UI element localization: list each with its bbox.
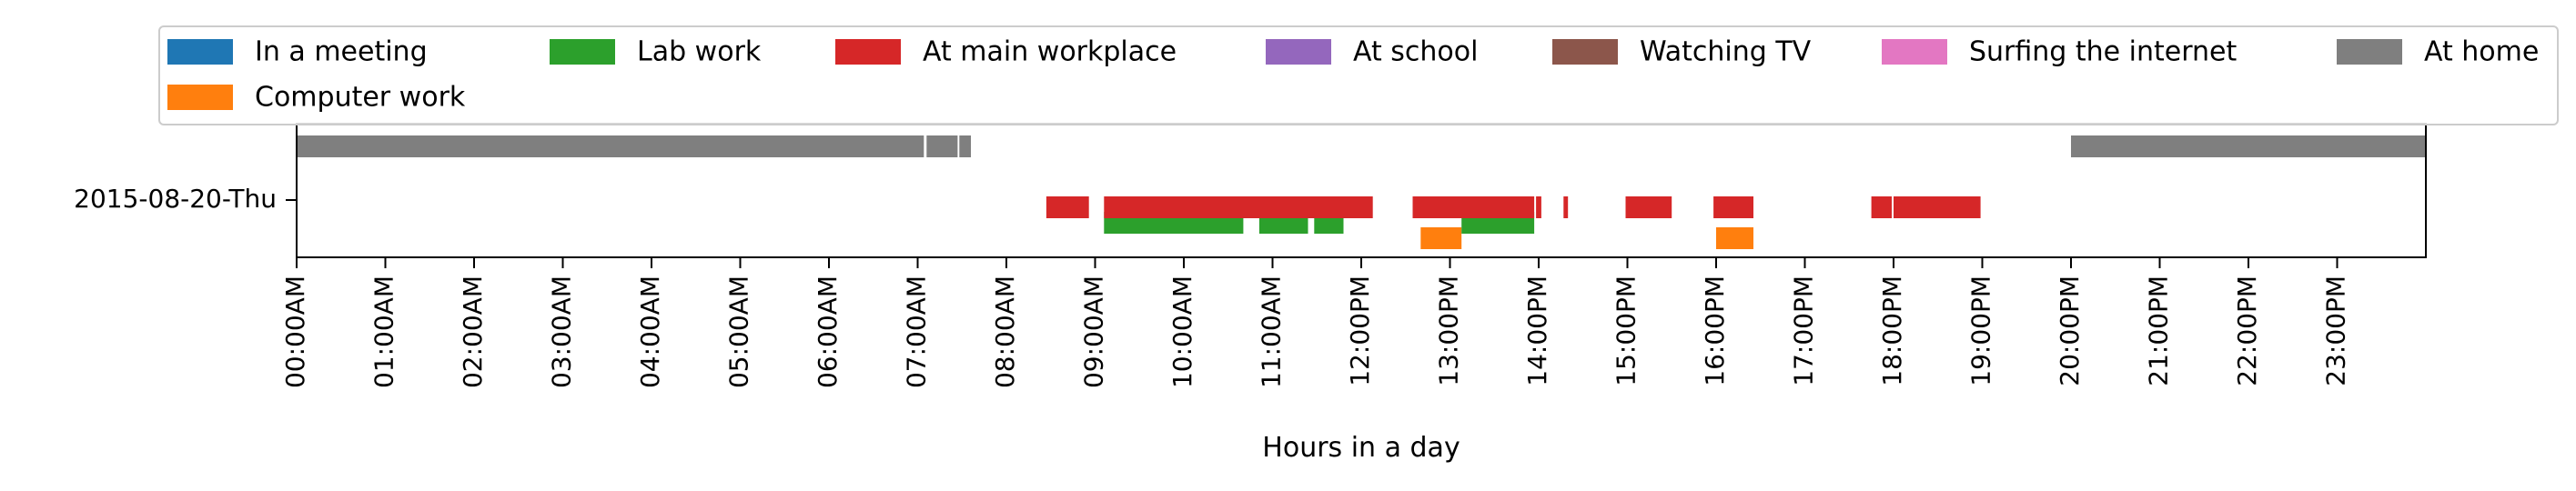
- x-tick-label: 10:00AM: [1167, 276, 1197, 388]
- legend-swatch: [167, 39, 233, 65]
- x-tick-label: 15:00PM: [1611, 276, 1642, 386]
- x-tick-label: 13:00PM: [1434, 276, 1464, 386]
- x-tick-label: 16:00PM: [1700, 276, 1730, 386]
- x-tick-label: 06:00AM: [813, 276, 843, 388]
- legend-label: At home: [2424, 36, 2539, 68]
- x-tick-label: 21:00PM: [2144, 276, 2174, 386]
- legend-item-at-home: At home: [2337, 36, 2539, 68]
- x-tick-label: 22:00PM: [2232, 276, 2262, 386]
- legend-label: In a meeting: [255, 36, 428, 68]
- x-tick-label: 23:00PM: [2321, 276, 2351, 386]
- x-tick-label: 19:00PM: [1966, 276, 1996, 386]
- legend-swatch: [167, 85, 233, 110]
- x-tick-label: 07:00AM: [902, 276, 932, 388]
- bar-at-home: [297, 135, 924, 157]
- bar-at-home: [2071, 135, 2426, 157]
- legend-item-watching-tv: Watching TV: [1552, 36, 1812, 68]
- legend-item-lab-work: Lab work: [550, 36, 762, 68]
- x-tick-label: 05:00AM: [724, 276, 754, 388]
- bar-at-main-workplace: [1894, 196, 1981, 218]
- bar-computer-work: [1420, 227, 1462, 249]
- bar-at-main-workplace: [1046, 196, 1089, 218]
- legend-item-at-main-workplace: At main workplace: [835, 36, 1177, 68]
- bar-computer-work: [1716, 227, 1753, 249]
- legend: In a meeting Computer work Lab work At main…: [158, 25, 2559, 125]
- legend-label: At main workplace: [923, 36, 1177, 68]
- legend-item-computer-work: Computer work: [167, 82, 466, 114]
- legend-label: Computer work: [255, 82, 466, 114]
- legend-swatch: [1552, 39, 1618, 65]
- bar-at-home: [926, 135, 958, 157]
- legend-label: Watching TV: [1640, 36, 1812, 68]
- legend-label: Surfing the internet: [1969, 36, 2237, 68]
- x-tick-label: 17:00PM: [1789, 276, 1819, 386]
- y-tick-label: 2015-08-20-Thu: [74, 184, 277, 214]
- legend-swatch: [550, 39, 615, 65]
- legend-swatch: [835, 39, 901, 65]
- x-tick-label: 03:00AM: [547, 276, 577, 388]
- legend-swatch: [1266, 39, 1331, 65]
- bar-at-main-workplace: [1104, 196, 1373, 218]
- x-axis: 00:00AM 01:00AM 02:00AM 03:00AM 04:00AM 05:00…: [280, 257, 2351, 388]
- bar-at-main-workplace: [1713, 196, 1753, 218]
- x-tick-label: 04:00AM: [635, 276, 665, 388]
- activity-bars: [297, 135, 2426, 249]
- x-tick-label: 18:00PM: [1877, 276, 1907, 386]
- legend-frame: [158, 25, 2559, 125]
- x-tick-label: 20:00PM: [2055, 276, 2085, 386]
- x-axis-label: Hours in a day: [1262, 432, 1460, 464]
- bar-at-main-workplace: [1412, 196, 1535, 218]
- y-axis: 2015-08-20-Thu: [74, 184, 297, 214]
- legend-label: At school: [1353, 36, 1478, 68]
- x-tick-label: 11:00AM: [1257, 276, 1287, 388]
- bar-at-main-workplace: [1536, 196, 1541, 218]
- bar-at-main-workplace: [1563, 196, 1569, 218]
- bar-at-main-workplace: [1871, 196, 1892, 218]
- legend-swatch: [2337, 39, 2402, 65]
- bar-at-home: [959, 135, 971, 157]
- legend-item-in-a-meeting: In a meeting: [167, 36, 428, 68]
- legend-item-at-school: At school: [1266, 36, 1478, 68]
- x-tick-label: 00:00AM: [280, 276, 310, 388]
- x-tick-label: 09:00AM: [1079, 276, 1109, 388]
- legend-item-surfing-the-internet: Surfing the internet: [1882, 36, 2237, 68]
- x-tick-label: 01:00AM: [369, 276, 399, 388]
- x-tick-label: 12:00PM: [1345, 276, 1375, 386]
- bar-at-main-workplace: [1625, 196, 1672, 218]
- legend-swatch: [1882, 39, 1947, 65]
- legend-label: Lab work: [637, 36, 762, 68]
- x-tick-label: 02:00AM: [458, 276, 488, 388]
- x-tick-label: 14:00PM: [1522, 276, 1552, 386]
- x-tick-label: 08:00AM: [990, 276, 1020, 388]
